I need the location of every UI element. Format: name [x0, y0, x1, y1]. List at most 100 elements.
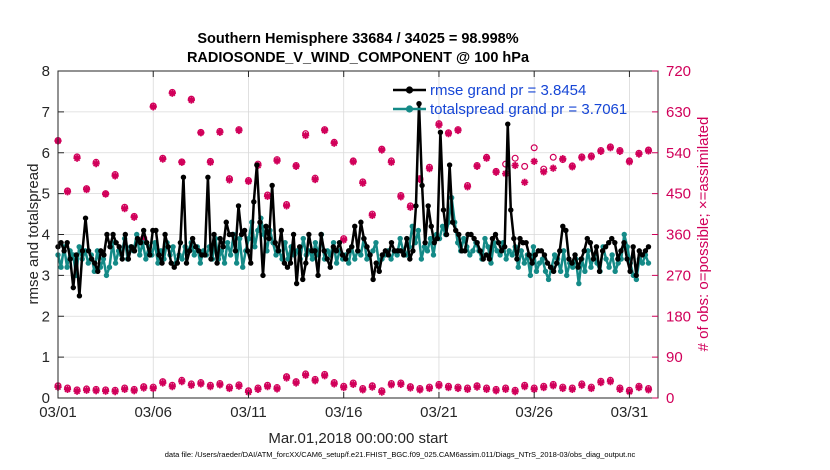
obs-assimilated-low-marker — [168, 383, 176, 391]
rmse-point — [214, 260, 220, 266]
obs-assimilated-marker — [578, 154, 586, 162]
totalspread-point — [64, 264, 70, 270]
totalspread-point — [134, 231, 140, 238]
obs-assimilated-marker — [359, 179, 367, 187]
rmse-point — [153, 227, 159, 234]
obs-assimilated-low-marker — [559, 384, 567, 393]
totalspread-point — [252, 244, 258, 250]
totalspread-point — [112, 260, 119, 266]
rmse-point — [171, 264, 177, 270]
rmse-point — [615, 256, 621, 262]
rmse-point — [321, 248, 327, 254]
obs-assimilated-low-marker — [568, 385, 576, 393]
obs-assimilated-low-marker — [121, 385, 129, 393]
obs-assimilated-low-marker — [349, 380, 357, 388]
obs-assimilated-marker — [187, 96, 195, 104]
obs-assimilated-marker — [397, 193, 405, 201]
rmse-point — [342, 256, 349, 262]
obs-assimilated-marker — [292, 162, 300, 170]
rmse-point — [443, 231, 450, 238]
rmse-point — [244, 248, 251, 254]
rmse-point — [58, 239, 64, 246]
totalspread-point — [467, 252, 473, 258]
totalspread-point — [415, 227, 422, 234]
totalspread-point — [536, 260, 543, 266]
obs-assimilated-low-marker — [521, 383, 529, 391]
totalspread-point — [373, 239, 379, 246]
obs-assimilated-marker — [92, 160, 100, 168]
totalspread-point — [333, 260, 340, 266]
obs-assimilated-marker — [340, 236, 348, 244]
totalspread-point — [227, 252, 234, 258]
rmse-point — [125, 256, 132, 262]
rmse-point — [95, 268, 101, 274]
rmse-point — [290, 231, 297, 238]
obs-assimilated-low-marker — [187, 381, 195, 389]
totalspread-point — [76, 244, 82, 250]
obs-assimilated-marker — [102, 190, 110, 198]
chart-title-line1: Southern Hemisphere 33684 / 34025 = 98.9… — [197, 31, 518, 47]
totalspread-point — [470, 248, 476, 254]
totalspread-point — [564, 272, 570, 279]
obs-assimilated-marker — [311, 175, 319, 184]
totalspread-point — [461, 235, 467, 242]
rmse-point — [532, 252, 538, 258]
obs-assimilated-low-marker — [216, 381, 224, 389]
rmse-point — [575, 264, 581, 270]
rmse-point — [345, 248, 352, 254]
y-right-tick-label: 270 — [666, 267, 691, 284]
rmse-point — [293, 280, 300, 287]
obs-assimilated-marker — [530, 157, 538, 165]
rmse-point — [159, 260, 165, 266]
y-right-tick-label: 180 — [666, 308, 691, 325]
obs-assimilated-low-marker — [406, 384, 414, 392]
rmse-point — [401, 252, 407, 258]
obs-assimilated-marker — [587, 153, 595, 161]
rmse-point — [501, 244, 508, 250]
rmse-point — [425, 203, 431, 209]
totalspread-point — [645, 260, 652, 266]
obs-assimilated-marker — [549, 164, 557, 172]
obs-assimilated-marker — [644, 147, 653, 155]
totalspread-point — [560, 248, 567, 254]
totalspread-point — [603, 256, 609, 262]
totalspread-point — [639, 260, 646, 266]
totalspread-point — [388, 256, 394, 262]
totalspread-point — [240, 264, 246, 270]
rmse-point — [177, 239, 184, 246]
obs-assimilated-low-marker — [254, 385, 262, 393]
totalspread-point — [312, 239, 319, 246]
rmse-point — [140, 227, 147, 234]
totalspread-point — [100, 256, 107, 262]
obs-assimilated-low-marker — [416, 386, 424, 394]
rmse-point — [492, 231, 499, 238]
obs-assimilated-marker — [521, 178, 529, 186]
rmse-point — [312, 248, 318, 254]
rmse-point — [431, 239, 438, 246]
obs-assimilated-marker — [597, 147, 605, 155]
rmse-point — [263, 223, 269, 230]
obs-assimilated-marker — [406, 203, 414, 211]
x-tick-label: 03/26 — [515, 404, 553, 421]
obs-assimilated-marker — [244, 177, 253, 185]
rmse-point — [64, 239, 70, 246]
obs-assimilated-marker — [282, 202, 291, 210]
obs-assimilated-marker — [263, 192, 272, 200]
totalspread-point — [233, 260, 240, 266]
rmse-point — [223, 219, 229, 225]
obs-assimilated-low-marker — [482, 385, 491, 393]
rmse-point — [61, 248, 67, 254]
rmse-point — [370, 276, 376, 283]
rmse-point — [569, 260, 575, 266]
totalspread-point — [539, 256, 546, 262]
rmse-point — [364, 244, 370, 250]
obs-possible-marker — [511, 154, 519, 162]
totalspread-point — [497, 252, 503, 258]
obs-assimilated-marker — [616, 147, 624, 155]
rmse-point — [376, 268, 382, 274]
obs-assimilated-marker — [63, 188, 72, 196]
y-tick-label: 0 — [42, 390, 50, 407]
rmse-point — [168, 260, 174, 266]
rmse-point — [324, 256, 330, 262]
obs-assimilated-low-marker — [473, 383, 481, 391]
